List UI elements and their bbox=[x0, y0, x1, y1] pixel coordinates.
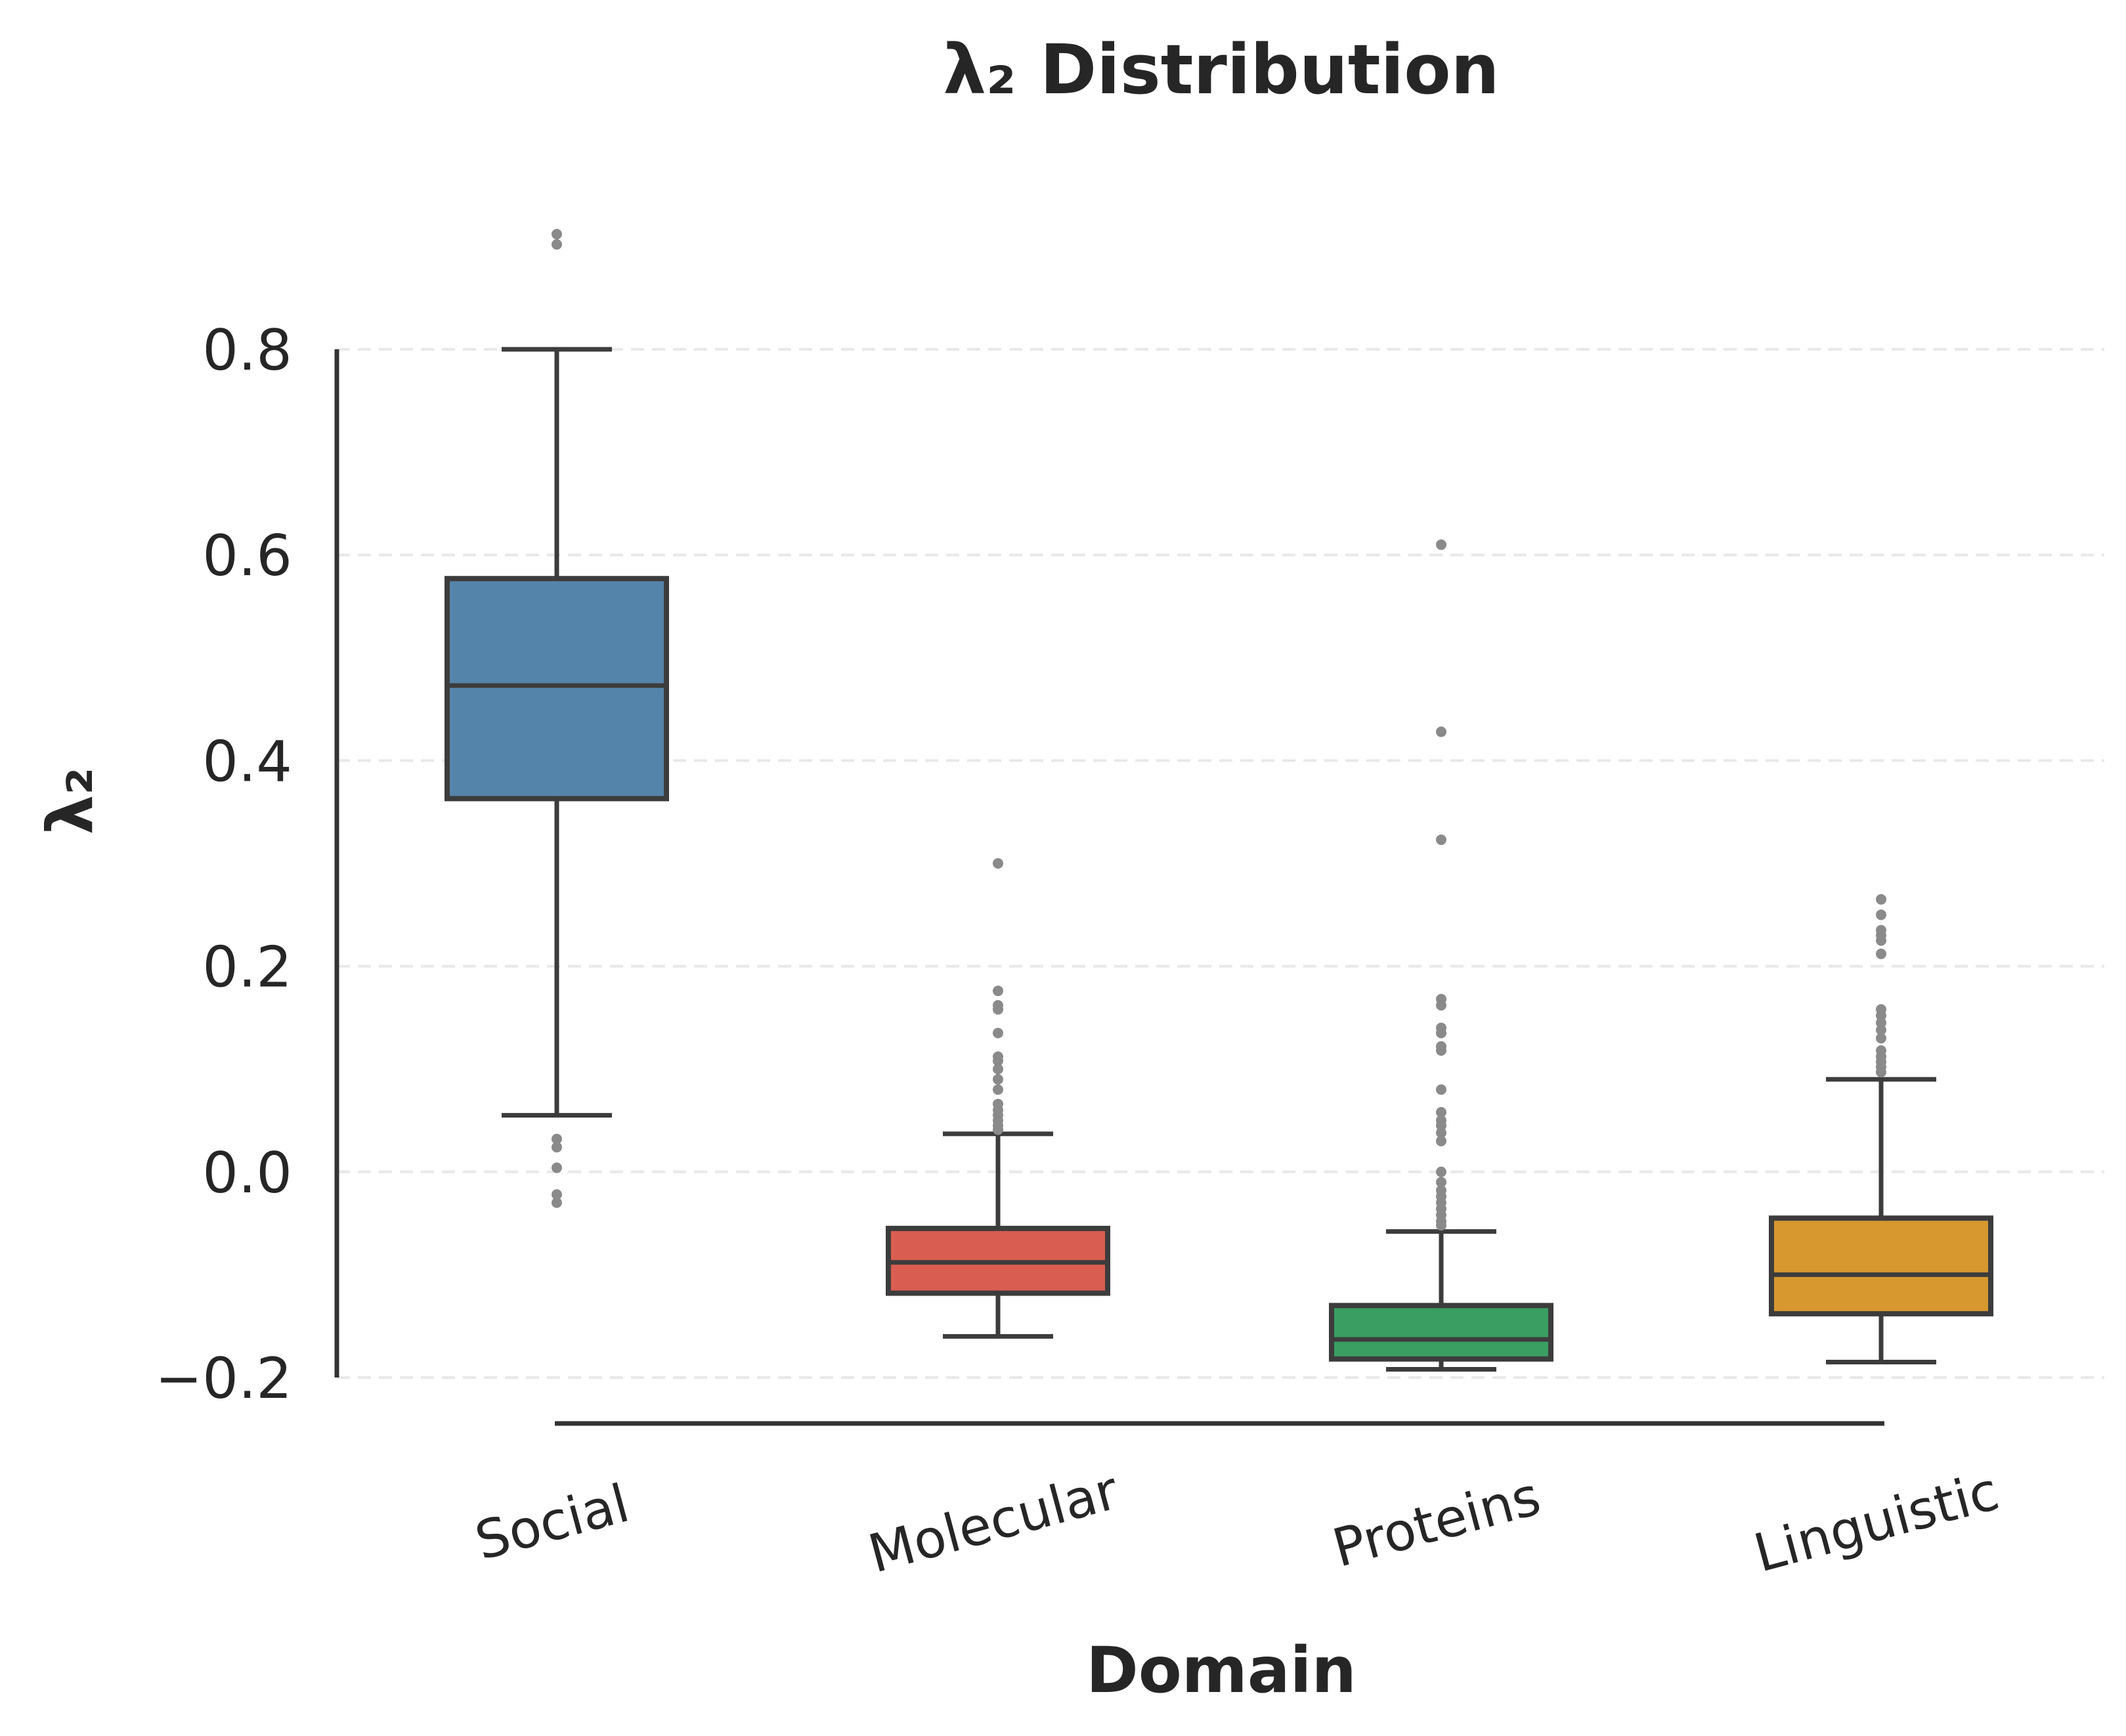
outlier-point bbox=[1876, 1017, 1886, 1028]
outlier-point bbox=[1436, 1166, 1446, 1177]
outlier-point bbox=[1436, 1000, 1446, 1011]
outlier-point bbox=[1436, 1177, 1446, 1188]
outlier-point bbox=[1436, 1045, 1446, 1056]
outlier-point bbox=[1436, 539, 1446, 550]
y-tick-labels: −0.2 0.0 0.2 0.4 0.6 0.8 bbox=[155, 318, 292, 1412]
outlier-point bbox=[552, 1162, 562, 1173]
box-social bbox=[445, 228, 669, 1208]
outlier-point bbox=[993, 1004, 1003, 1015]
x-tick-label: Proteins bbox=[1326, 1465, 1546, 1579]
iqr-box bbox=[1329, 1303, 1553, 1362]
outlier-point bbox=[1876, 1024, 1886, 1035]
outlier-point bbox=[552, 1142, 562, 1153]
outlier-point bbox=[1436, 1084, 1446, 1095]
outlier-point bbox=[1436, 1120, 1446, 1131]
y-tick-label: 0.2 bbox=[202, 935, 292, 1001]
outlier-point bbox=[1876, 1033, 1886, 1044]
outlier-point bbox=[552, 1197, 562, 1208]
outlier-point bbox=[1876, 894, 1886, 905]
x-tick-labels: Social Molecular Proteins Linguistic bbox=[469, 1460, 2005, 1584]
outlier-point bbox=[993, 1074, 1003, 1085]
outlier-point bbox=[993, 1064, 1003, 1075]
outlier-point bbox=[993, 858, 1003, 869]
outlier-point bbox=[993, 986, 1003, 997]
outlier-point bbox=[552, 228, 562, 240]
outlier-point bbox=[552, 1133, 562, 1144]
outlier-point bbox=[993, 1055, 1003, 1066]
x-tick-label: Social bbox=[469, 1473, 635, 1572]
outlier-point bbox=[1436, 834, 1446, 845]
outlier-point bbox=[1876, 909, 1886, 921]
outlier-point bbox=[552, 239, 562, 250]
x-tick-label: Linguistic bbox=[1748, 1460, 2005, 1584]
outlier-point bbox=[1436, 726, 1446, 737]
y-tick-label: 0.8 bbox=[202, 318, 292, 383]
outlier-point bbox=[1876, 935, 1886, 946]
outlier-point bbox=[1876, 948, 1886, 959]
outlier-point bbox=[993, 1084, 1003, 1095]
outlier-point bbox=[1436, 1135, 1446, 1146]
x-axis-label: Domain bbox=[1086, 1634, 1356, 1707]
outlier-point bbox=[993, 1124, 1003, 1135]
y-axis-label: λ₂ bbox=[33, 768, 107, 835]
outlier-point bbox=[1876, 1010, 1886, 1021]
chart-title: λ₂ Distribution bbox=[943, 30, 1499, 110]
outlier-point bbox=[552, 1189, 562, 1200]
box-series bbox=[445, 228, 1993, 1372]
iqr-box bbox=[445, 576, 669, 802]
iqr-box bbox=[1769, 1215, 1993, 1316]
box-molecular bbox=[886, 858, 1110, 1339]
outlier-point bbox=[1436, 1028, 1446, 1039]
outlier-point bbox=[1436, 1220, 1446, 1231]
y-tick-label: 0.6 bbox=[202, 523, 292, 589]
outlier-point bbox=[1436, 1127, 1446, 1139]
outlier-point bbox=[993, 1028, 1003, 1039]
y-tick-label: −0.2 bbox=[155, 1346, 292, 1412]
x-tick-label: Molecular bbox=[862, 1460, 1124, 1584]
box-proteins bbox=[1329, 539, 1553, 1372]
y-tick-label: 0.4 bbox=[202, 729, 292, 794]
box-linguistic bbox=[1769, 894, 1993, 1365]
outlier-point bbox=[1436, 1106, 1446, 1118]
outlier-point bbox=[1876, 1066, 1886, 1077]
y-tick-label: 0.0 bbox=[202, 1140, 292, 1206]
